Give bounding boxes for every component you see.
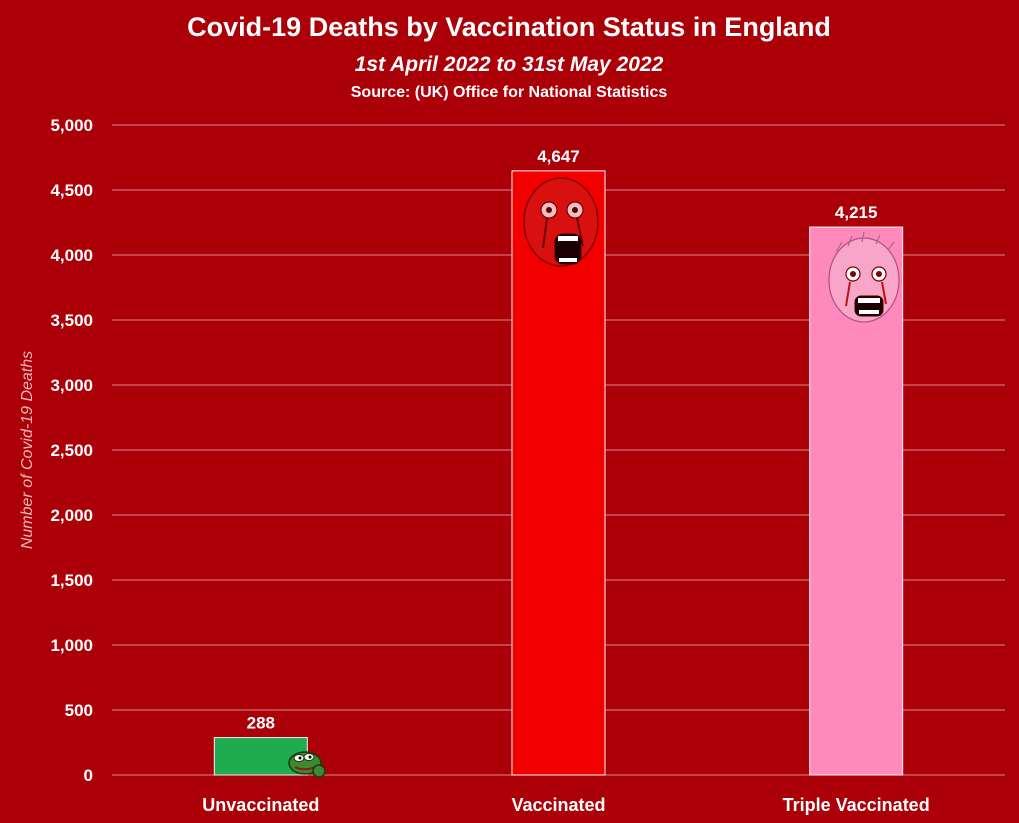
y-tick-label: 3,000	[50, 376, 93, 395]
y-tick-label: 3,500	[50, 311, 93, 330]
chart-title: Covid-19 Deaths by Vaccination Status in…	[187, 12, 831, 42]
pepe-frog-icon	[288, 751, 326, 778]
y-tick-label: 2,000	[50, 506, 93, 525]
data-label: 4,647	[537, 147, 580, 166]
chart-source: Source: (UK) Office for National Statist…	[351, 84, 668, 101]
y-tick-label: 500	[65, 701, 93, 720]
data-labels: 288 4,647 4,215	[247, 147, 878, 733]
y-axis-ticks: 0 500 1,000 1,500 2,000 2,500 3,000 3,500 4,000 4…	[50, 116, 93, 785]
y-tick-label: 1,000	[50, 636, 93, 655]
y-tick-label: 0	[84, 766, 93, 785]
data-label: 4,215	[835, 203, 878, 222]
y-tick-label: 5,000	[50, 116, 93, 135]
y-tick-label: 4,500	[50, 181, 93, 200]
category-label: Unvaccinated	[202, 795, 319, 815]
screaming-face-icon	[828, 231, 900, 323]
category-labels: Unvaccinated Vaccinated Triple Vaccinated	[202, 795, 929, 815]
y-axis-label: Number of Covid-19 Deaths	[19, 351, 36, 549]
y-tick-label: 4,000	[50, 246, 93, 265]
data-label: 288	[247, 714, 275, 733]
y-tick-label: 1,500	[50, 571, 93, 590]
category-label: Triple Vaccinated	[783, 795, 930, 815]
category-label: Vaccinated	[511, 795, 605, 815]
chart-subtitle: 1st April 2022 to 31st May 2022	[355, 53, 664, 76]
screaming-face-icon	[523, 177, 599, 267]
bar	[511, 170, 606, 776]
y-tick-label: 2,500	[50, 441, 93, 460]
